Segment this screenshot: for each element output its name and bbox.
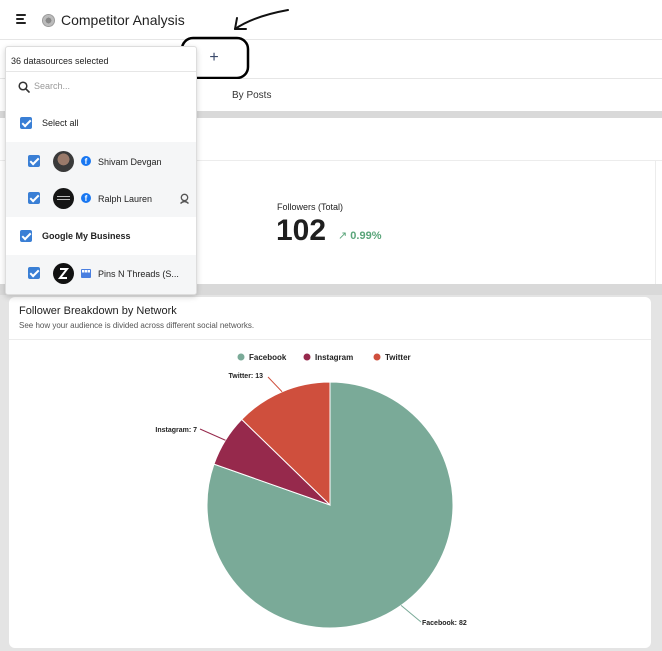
pie-chart: Facebook Instagram Twitter Facebook: 82 Inst… bbox=[155, 353, 467, 629]
legend-label[interactable]: Facebook bbox=[249, 353, 287, 362]
data-label-leader bbox=[199, 428, 226, 441]
annotation-arrow bbox=[234, 9, 289, 30]
datasource-checkbox[interactable] bbox=[28, 155, 40, 167]
avatar bbox=[53, 151, 74, 172]
page-title: Competitor Analysis bbox=[61, 12, 185, 28]
legend-marker bbox=[303, 353, 311, 361]
google-my-business-icon bbox=[81, 269, 91, 278]
top-bar: Competitor Analysis bbox=[0, 0, 662, 40]
datasource-selector[interactable]: 36 datasources selected bbox=[6, 47, 196, 72]
datasource-item[interactable]: f Shivam Devgan bbox=[6, 143, 196, 180]
select-all-row[interactable]: Select all bbox=[6, 105, 196, 142]
data-label: Facebook: 82 bbox=[422, 620, 467, 627]
legend-marker bbox=[373, 353, 381, 361]
datasource-group-label: Google My Business bbox=[42, 231, 131, 241]
data-label: Instagram: 7 bbox=[155, 427, 197, 434]
followers-change-value: 0.99% bbox=[350, 230, 382, 242]
search-icon bbox=[18, 81, 30, 93]
user-icon bbox=[180, 193, 189, 204]
menu-icon[interactable] bbox=[16, 14, 28, 24]
data-label-leader bbox=[267, 376, 283, 393]
datasource-search-input[interactable] bbox=[34, 79, 184, 93]
avatar bbox=[53, 188, 74, 209]
data-label: Twitter: 13 bbox=[229, 373, 264, 380]
facebook-icon: f bbox=[81, 156, 91, 166]
add-button[interactable]: + bbox=[209, 49, 219, 66]
group-checkbox[interactable] bbox=[20, 230, 32, 242]
select-all-label: Select all bbox=[42, 118, 79, 128]
followers-total-label: Followers (Total) bbox=[277, 202, 344, 212]
datasource-label: Ralph Lauren bbox=[98, 194, 153, 204]
tab-by-posts[interactable]: By Posts bbox=[232, 90, 272, 101]
breakdown-title: Follower Breakdown by Network bbox=[19, 305, 177, 317]
legend-marker bbox=[237, 353, 245, 361]
app-logo-icon bbox=[42, 14, 55, 27]
trend-up-icon: ↗ bbox=[338, 230, 348, 242]
breakdown-subtitle: See how your audience is divided across … bbox=[19, 321, 255, 330]
datasource-group-row[interactable]: Google My Business bbox=[6, 218, 196, 255]
datasource-item[interactable]: f Ralph Lauren bbox=[6, 180, 196, 217]
stats-column-divider bbox=[655, 160, 656, 284]
legend-label[interactable]: Twitter bbox=[385, 353, 411, 362]
datasource-item[interactable]: Pins N Threads (S... bbox=[6, 255, 196, 292]
followers-change-badge: ↗ 0.99% bbox=[338, 229, 381, 242]
follower-breakdown-card: Follower Breakdown by Network See how yo… bbox=[9, 297, 651, 648]
datasource-checkbox[interactable] bbox=[28, 267, 40, 279]
datasource-dropdown[interactable]: 36 datasources selected Select all f Shi… bbox=[5, 46, 197, 295]
legend-label[interactable]: Instagram bbox=[315, 353, 353, 362]
datasource-checkbox[interactable] bbox=[28, 192, 40, 204]
section-separator-2 bbox=[0, 284, 662, 295]
stats-divider bbox=[0, 160, 662, 161]
followers-total-value: 102 bbox=[276, 214, 327, 247]
datasource-label: Pins N Threads (S... bbox=[98, 269, 179, 279]
select-all-checkbox[interactable] bbox=[20, 117, 32, 129]
data-label-leader bbox=[400, 605, 422, 623]
avatar bbox=[53, 263, 74, 284]
datasource-selected-count: 36 datasources selected bbox=[11, 56, 109, 66]
breakdown-divider bbox=[9, 339, 651, 340]
facebook-icon: f bbox=[81, 193, 91, 203]
datasource-label: Shivam Devgan bbox=[98, 157, 162, 167]
section-separator bbox=[0, 111, 662, 118]
pie-slice-twitter[interactable] bbox=[240, 381, 331, 507]
